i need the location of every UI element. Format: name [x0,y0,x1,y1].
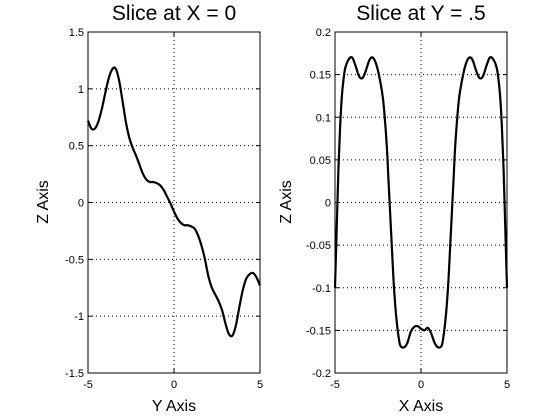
left-y-axis-label: Z Axis [35,180,52,224]
left-grid [88,32,260,373]
left-ticks: -5 0 5 -1.5 -1 -0.5 0 0.5 1 1.5 [65,27,263,391]
left-axes-frame [87,31,261,374]
right-y-tick-label: -0.15 [306,325,331,337]
left-y-tick-label: 0 [78,198,84,210]
left-y-tick-label: 0.5 [69,141,84,153]
right-y-tick-label: -0.1 [312,283,331,295]
right-y-tick-label: 0.2 [316,27,331,39]
left-series-line [86,66,262,338]
right-y-tick-label: 0 [325,198,331,210]
right-x-tick-label: 5 [504,379,510,391]
left-y-tick-label: -0.5 [65,254,84,266]
right-x-tick-label: -5 [330,379,340,391]
left-y-tick-label: 1.5 [69,27,84,39]
right-subplot: -5 0 5 -0.2 -0.15 -0.1 -0.05 0 0.05 0.1 0.15 0.2 Sl… [278,2,510,415]
left-y-tick-label: 1 [78,84,84,96]
left-x-tick-label: -5 [83,379,93,391]
left-x-tick-label: 0 [171,379,177,391]
left-chart-title: Slice at X = 0 [112,2,236,25]
left-y-tick-label: -1.5 [65,368,84,380]
left-y-tick-label: -1 [74,311,84,323]
right-series-line [333,56,509,349]
left-x-axis-label: Y Axis [152,398,196,415]
right-y-tick-label: -0.2 [312,368,331,380]
left-subplot: -5 0 5 -1.5 -1 -0.5 0 0.5 1 1.5 Slice at X = 0 Y … [35,2,263,415]
right-ticks: -5 0 5 -0.2 -0.15 -0.1 -0.05 0 0.05 0.1 0.15 0.2 [306,27,510,391]
right-chart-title: Slice at Y = .5 [356,2,485,25]
left-x-tick-label: 5 [257,379,263,391]
right-axes-frame [334,31,508,374]
right-x-axis-label: X Axis [399,398,443,415]
right-y-tick-label: 0.1 [316,112,331,124]
right-y-tick-label: -0.05 [306,240,331,252]
right-x-tick-label: 0 [418,379,424,391]
right-y-tick-label: 0.05 [310,155,331,167]
right-y-axis-label: Z Axis [278,180,295,224]
right-y-tick-label: 0.15 [310,70,331,82]
